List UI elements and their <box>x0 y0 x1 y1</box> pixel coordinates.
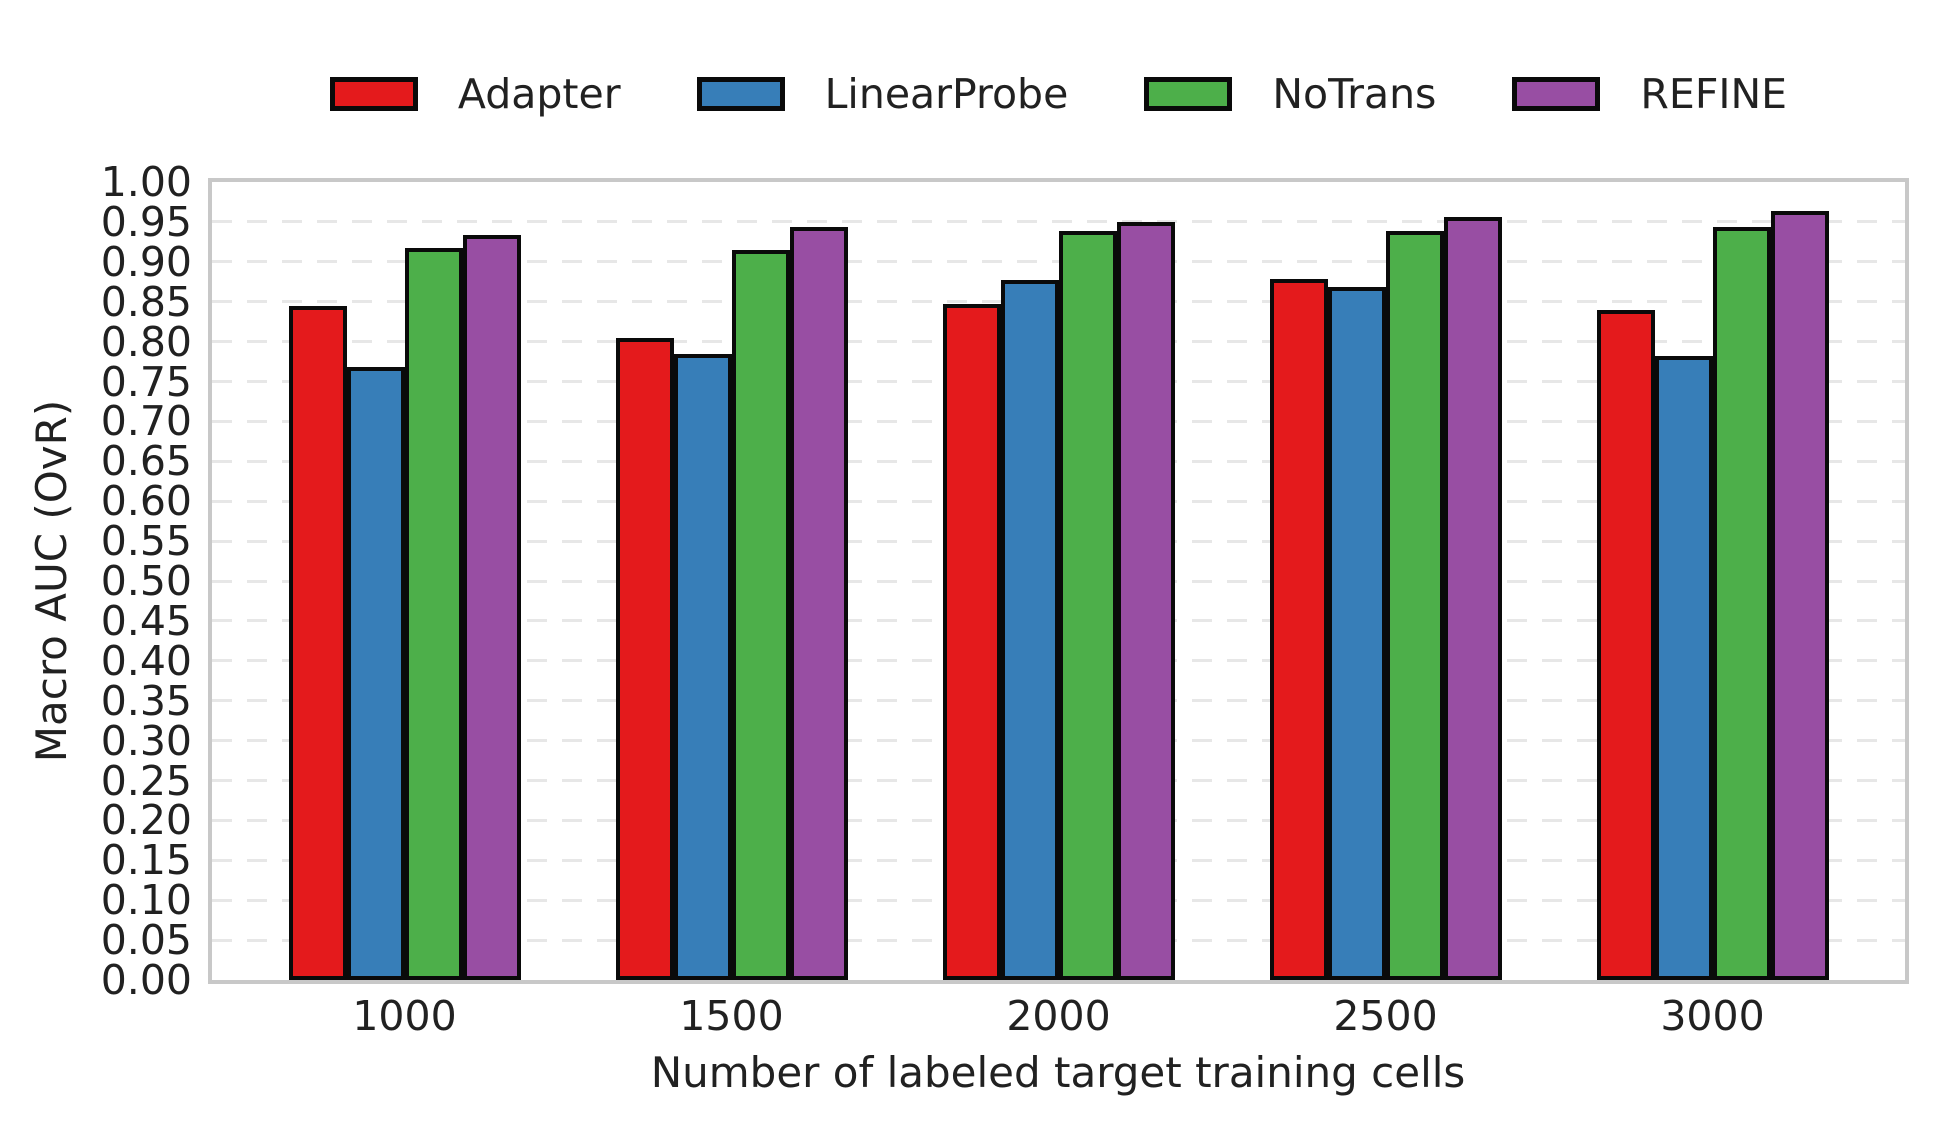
bar-adapter-2000 <box>943 304 1001 980</box>
bar-refine-2000 <box>1117 222 1175 980</box>
bar-adapter-3000 <box>1597 310 1655 980</box>
bar-adapter-2500 <box>1270 279 1328 980</box>
bar-linearprobe-1000 <box>347 367 405 980</box>
legend-item-linearprobe: LinearProbe <box>696 69 1069 118</box>
y-tick-label: 0.10 <box>100 876 192 925</box>
y-tick-label: 0.30 <box>100 716 192 765</box>
legend-swatch-notrans-icon <box>1144 77 1233 111</box>
bar-notrans-3000 <box>1713 227 1771 980</box>
legend-label-notrans: NoTrans <box>1272 69 1437 118</box>
y-tick-label: 0.40 <box>100 636 192 685</box>
bar-notrans-1000 <box>405 248 463 980</box>
legend-item-refine: REFINE <box>1512 69 1788 118</box>
x-tick-label: 1000 <box>352 992 457 1040</box>
legend-label-linearprobe: LinearProbe <box>824 69 1069 118</box>
x-axis-title: Number of labeled target training cells <box>650 1048 1466 1097</box>
y-tick-label: 0.90 <box>100 237 192 286</box>
bar-adapter-1000 <box>289 306 347 980</box>
y-tick-label: 0.85 <box>100 277 192 326</box>
y-tick-label: 0.00 <box>100 956 192 1004</box>
bar-refine-1000 <box>463 235 521 980</box>
y-tick-label: 0.25 <box>100 756 192 805</box>
y-tick-label: 0.55 <box>100 517 192 566</box>
y-tick-label: 0.05 <box>100 916 192 965</box>
y-tick-label: 0.80 <box>100 317 192 366</box>
y-tick-label: 0.20 <box>100 796 192 845</box>
bar-linearprobe-1500 <box>674 354 732 980</box>
y-tick-label: 0.35 <box>100 676 192 725</box>
y-gridline <box>212 260 1905 264</box>
legend-label-adapter: Adapter <box>457 69 621 118</box>
legend-item-notrans: NoTrans <box>1144 69 1437 118</box>
y-gridline <box>212 220 1905 224</box>
plot-area <box>208 178 1909 984</box>
bar-refine-3000 <box>1771 211 1829 980</box>
x-tick-label: 1500 <box>679 992 784 1040</box>
y-tick-label: 1.00 <box>100 158 192 206</box>
y-tick-label: 0.50 <box>100 557 192 605</box>
bar-notrans-2500 <box>1386 231 1444 980</box>
y-tick-label: 0.15 <box>100 836 192 885</box>
legend-label-refine: REFINE <box>1640 69 1788 118</box>
legend-swatch-linearprobe-icon <box>696 77 785 111</box>
bar-linearprobe-2000 <box>1001 280 1059 980</box>
y-tick-label: 0.45 <box>100 596 192 645</box>
bar-linearprobe-2500 <box>1328 287 1386 980</box>
y-tick-label: 0.60 <box>100 477 192 526</box>
y-tick-label: 0.75 <box>100 357 192 406</box>
x-tick-label: 2500 <box>1333 992 1438 1040</box>
bar-refine-2500 <box>1444 217 1502 980</box>
bar-notrans-2000 <box>1059 231 1117 980</box>
x-tick-label: 3000 <box>1660 992 1765 1040</box>
chart-legend: Adapter LinearProbe NoTrans REFINE <box>212 66 1905 122</box>
legend-item-adapter: Adapter <box>329 69 621 118</box>
bar-refine-1500 <box>790 227 848 980</box>
bar-linearprobe-3000 <box>1655 356 1713 980</box>
x-tick-label: 2000 <box>1006 992 1111 1040</box>
legend-swatch-refine-icon <box>1512 77 1601 111</box>
legend-swatch-adapter-icon <box>329 77 418 111</box>
bar-adapter-1500 <box>616 338 674 980</box>
y-tick-label: 0.95 <box>100 197 192 246</box>
y-tick-label: 0.70 <box>100 397 192 446</box>
bar-notrans-1500 <box>732 250 790 980</box>
y-tick-label: 0.65 <box>100 437 192 486</box>
